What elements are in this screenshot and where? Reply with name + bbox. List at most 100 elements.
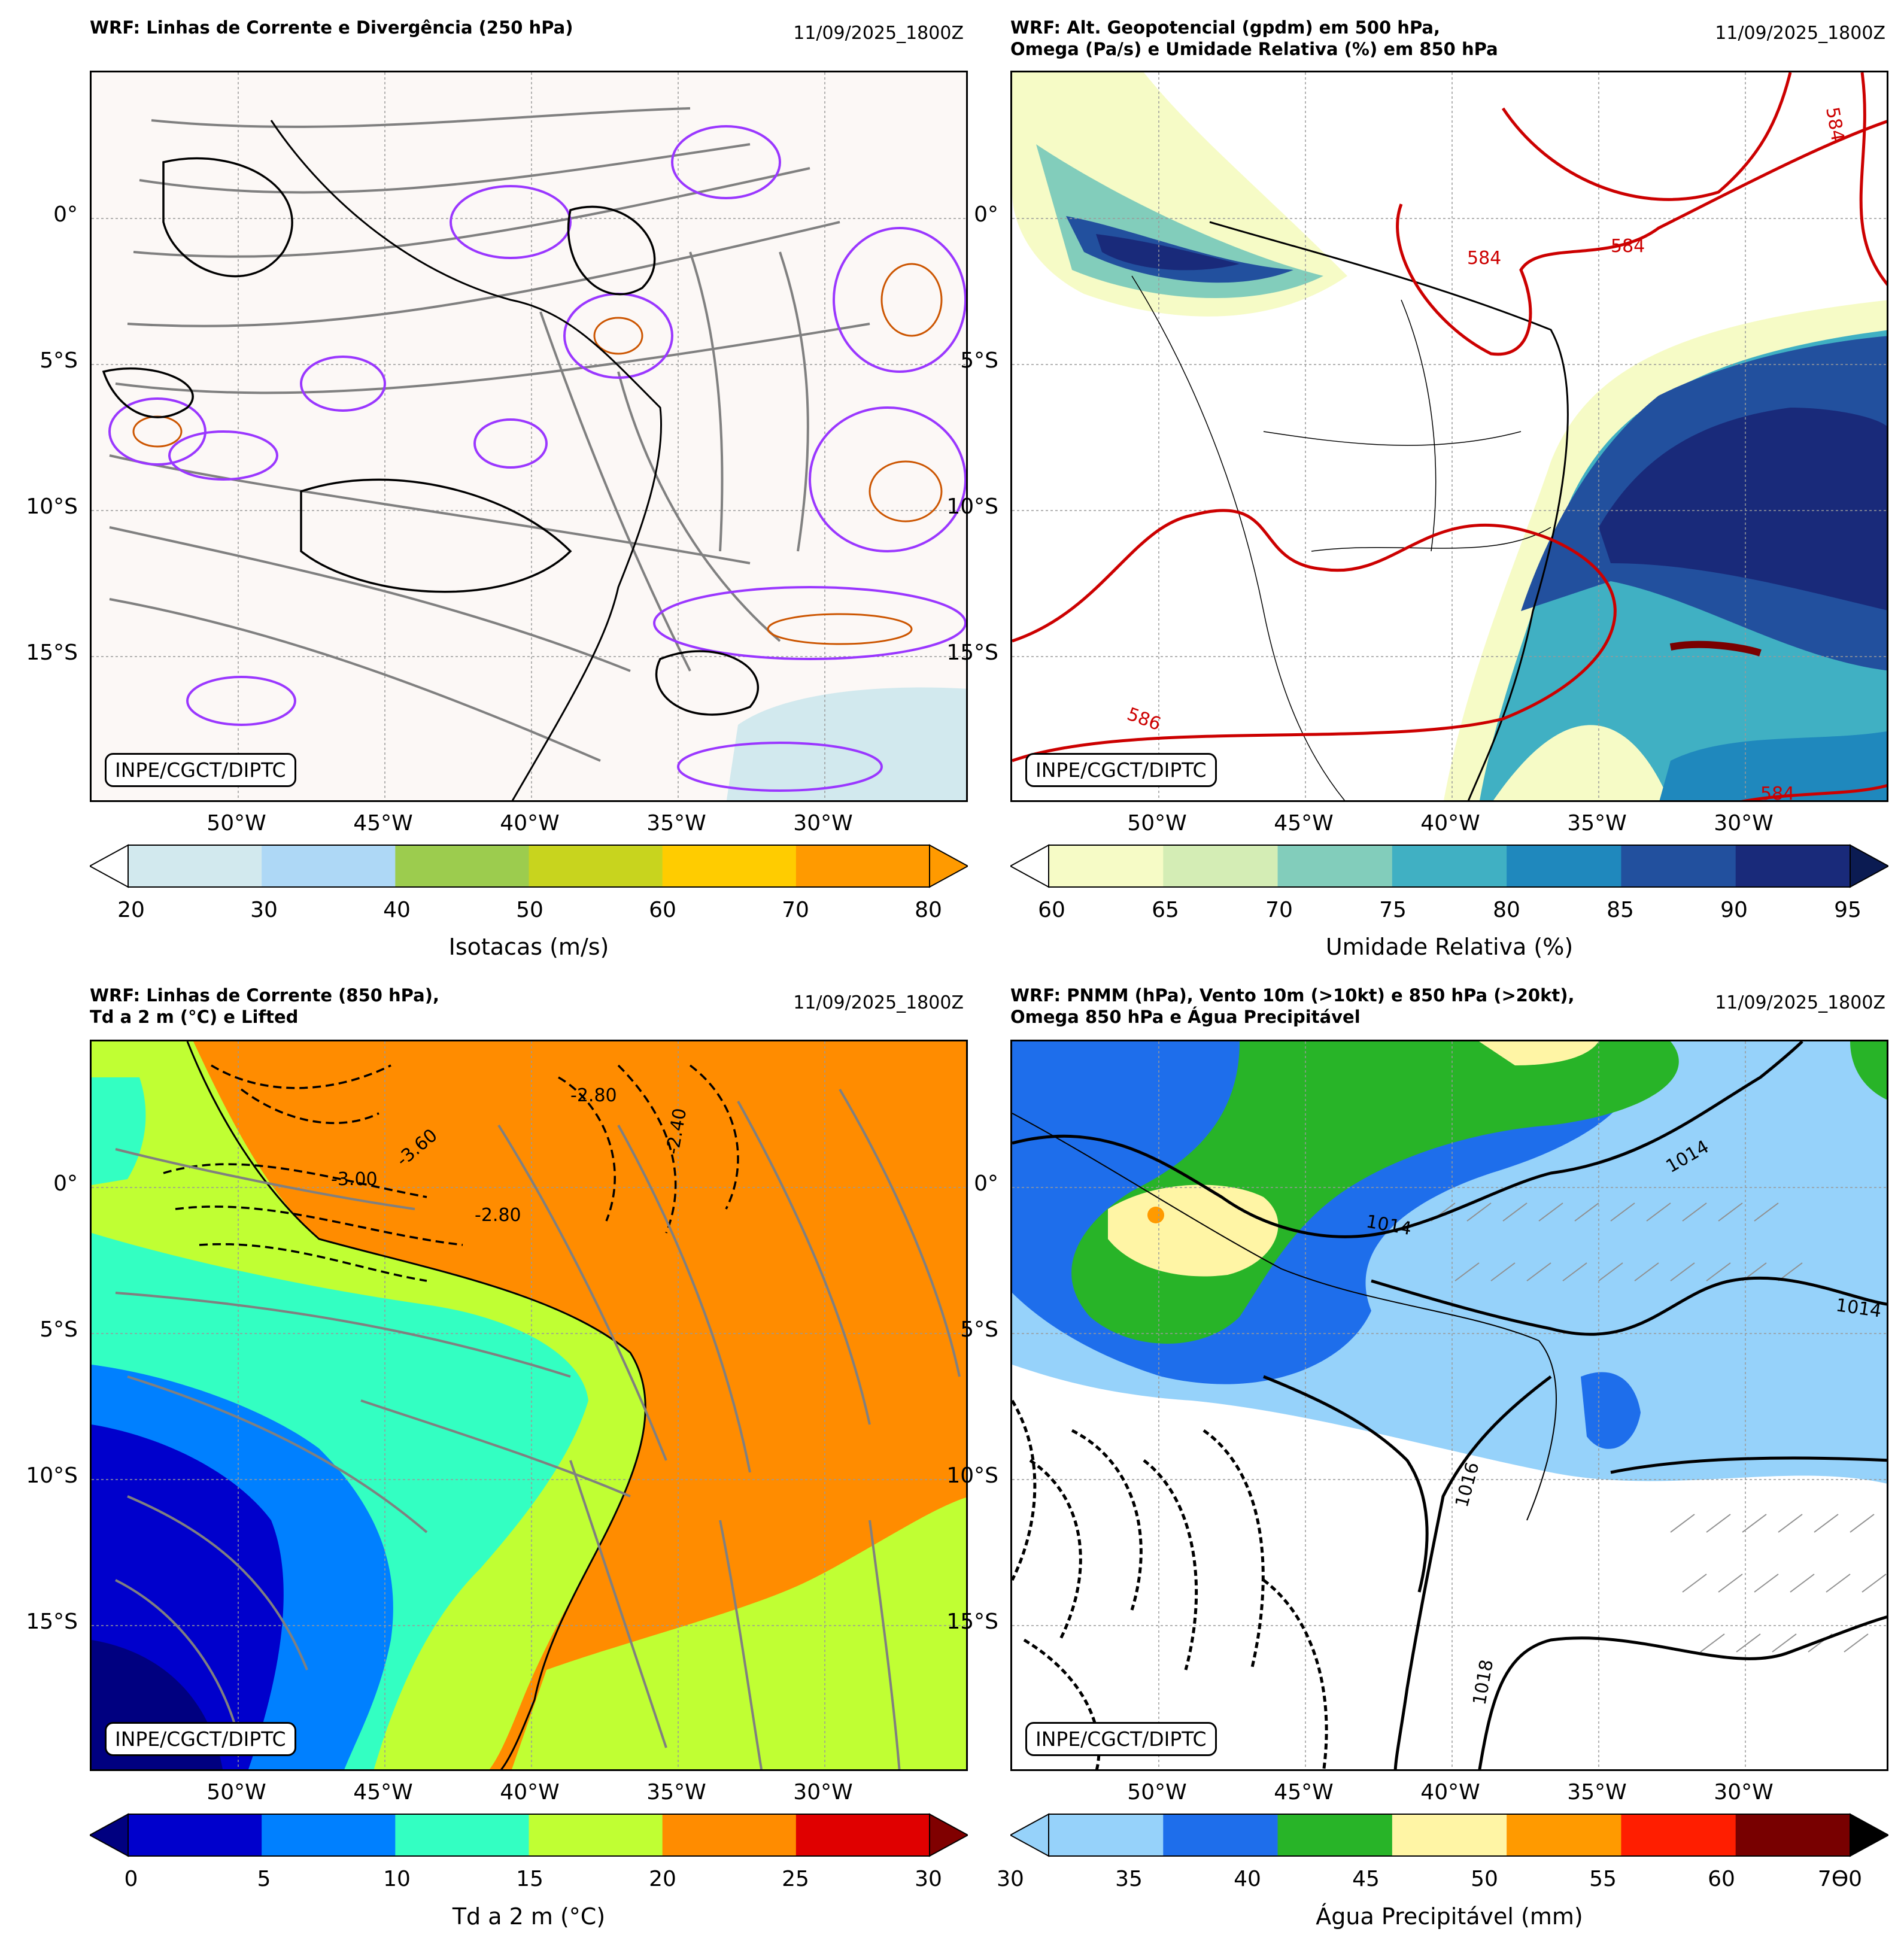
colorbar-tick: 40 <box>383 898 411 922</box>
panel-title: WRF: Alt. Geopotencial (gpdm) em 500 hPa… <box>1010 17 1498 59</box>
credit-label: INPE/CGCT/DIPTC <box>105 1722 296 1756</box>
contour-label: -2.80 <box>475 1205 521 1226</box>
lon-tick: 50°W <box>207 1780 266 1805</box>
lat-tick: 5°S <box>960 1317 998 1342</box>
colorbar-outline <box>127 845 930 888</box>
contour-label: 586 <box>1124 704 1164 735</box>
colorbar-tick: 10 <box>383 1867 411 1891</box>
lon-tick: 35°W <box>1567 1780 1627 1805</box>
colorbar-swatch <box>795 845 930 887</box>
colorbar <box>1010 1813 1888 1857</box>
colorbar-tick: 60 <box>1708 1867 1735 1891</box>
colorbar-outline <box>1048 1814 1851 1857</box>
lon-tick: 45°W <box>353 1780 413 1805</box>
lon-tick: 50°W <box>1127 811 1187 836</box>
colorbar-tick: 90 <box>1720 898 1748 922</box>
colorbar <box>1010 844 1888 888</box>
lat-tick: 0° <box>53 1171 78 1196</box>
map-area: -2.80 -3.60 -2.80 -2.40 -3.00 <box>90 1040 968 1771</box>
map-area: 584 584 584 586 584 INPE/CGCT/DIPTC <box>1010 71 1888 802</box>
colorbar-swatch <box>1163 1814 1279 1856</box>
colorbar-tick: 60 <box>1038 898 1065 922</box>
contour-label: -3.60 <box>393 1125 442 1171</box>
lat-tick: 0° <box>974 202 998 227</box>
lon-tick: 40°W <box>1420 1780 1480 1805</box>
colorbar-swatch <box>262 845 396 887</box>
colorbar-swatch <box>395 845 529 887</box>
colorbar-swatch <box>529 845 663 887</box>
lat-tick: 15°S <box>946 1609 998 1634</box>
contour-label: 1016 <box>1451 1460 1484 1509</box>
colorbar-swatch <box>662 1814 797 1856</box>
colorbar-swatch <box>395 1814 529 1856</box>
colorbar-swatch <box>1163 845 1279 887</box>
colorbar-tick: 20 <box>117 898 145 922</box>
panel-title: WRF: PNMM (hPa), Vento 10m (>10kt) e 850… <box>1010 985 1575 1027</box>
lat-tick: 10°S <box>946 1463 998 1488</box>
colorbar-tick: 95 <box>1834 898 1862 922</box>
colorbar-outline <box>127 1814 930 1857</box>
colorbar-tick: 70 <box>1265 898 1293 922</box>
map-area: 1014 1014 1014 1016 1018 INPE/CGCT/DIPTC <box>1010 1040 1888 1771</box>
colorbar-tick: 30 <box>250 898 278 922</box>
colorbar-swatch <box>128 1814 262 1856</box>
colorbar-tick: 30 <box>915 1867 942 1891</box>
panel-date: 11/09/2025_1800Z <box>793 23 964 44</box>
lat-tick: 10°S <box>26 1463 78 1488</box>
contour-label: 584 <box>1760 783 1794 802</box>
colorbar-tick: 80 <box>1493 898 1520 922</box>
panel-date: 11/09/2025_1800Z <box>793 992 964 1013</box>
colorbar-swatch <box>1277 1814 1393 1856</box>
colorbar-swatch <box>128 845 262 887</box>
colorbar-tick: 50 <box>516 898 543 922</box>
colorbar-tick: 65 <box>1152 898 1179 922</box>
colorbar-tick: 40 <box>1234 1867 1261 1891</box>
colorbar-extend-min <box>1010 1813 1049 1857</box>
colorbar-tick: 35 <box>1115 1867 1143 1891</box>
colorbar-tick: 25 <box>782 1867 809 1891</box>
colorbar-tick: 20 <box>649 1867 676 1891</box>
colorbar-swatch <box>1735 845 1851 887</box>
colorbar-swatch <box>795 1814 930 1856</box>
colorbar-tick: 50 <box>1471 1867 1498 1891</box>
colorbar-tick: 55 <box>1589 1867 1617 1891</box>
colorbar-tick: 7Ѳ0 <box>1817 1867 1863 1891</box>
colorbar-swatch <box>1049 1814 1164 1856</box>
colorbar-extend-min <box>1010 844 1049 888</box>
panel-date: 11/09/2025_1800Z <box>1715 992 1885 1013</box>
credit-label: INPE/CGCT/DIPTC <box>1025 1722 1217 1756</box>
colorbar-swatch <box>529 1814 663 1856</box>
lat-tick: 15°S <box>26 640 78 665</box>
lon-tick: 30°W <box>793 1780 853 1805</box>
contour-label: -2.80 <box>570 1085 617 1106</box>
lon-tick: 50°W <box>207 811 266 836</box>
lon-tick: 35°W <box>646 1780 706 1805</box>
lat-tick: 15°S <box>26 1609 78 1634</box>
panel-title: WRF: Linhas de Corrente e Divergência (2… <box>90 17 573 38</box>
colorbar-swatch <box>1392 845 1507 887</box>
lon-tick: 30°W <box>1714 1780 1774 1805</box>
colorbar <box>90 844 968 888</box>
lat-tick: 5°S <box>960 348 998 373</box>
lon-tick: 45°W <box>353 811 413 836</box>
colorbar-swatch <box>1049 845 1164 887</box>
colorbar-swatch <box>662 845 797 887</box>
colorbar-extend-min <box>90 844 129 888</box>
colorbar-tick: 30 <box>997 1867 1024 1891</box>
colorbar-tick: 45 <box>1352 1867 1380 1891</box>
lat-tick: 5°S <box>40 348 78 373</box>
lon-tick: 45°W <box>1274 811 1334 836</box>
contour-label: -2.40 <box>662 1107 691 1156</box>
lat-tick: 0° <box>53 202 78 227</box>
colorbar-swatch <box>1621 1814 1736 1856</box>
credit-label: INPE/CGCT/DIPTC <box>105 753 296 787</box>
colorbar-tick: 80 <box>915 898 942 922</box>
contour-label: -3.00 <box>331 1169 378 1190</box>
colorbar-tick: 85 <box>1607 898 1634 922</box>
colorbar-extend-max <box>929 844 968 888</box>
colorbar-swatch <box>1621 845 1736 887</box>
colorbar-extend-max <box>1850 1813 1888 1857</box>
lon-tick: 40°W <box>1420 811 1480 836</box>
colorbar-label: Umidade Relativa (%) <box>1325 934 1574 960</box>
colorbar-extend-max <box>929 1813 968 1857</box>
